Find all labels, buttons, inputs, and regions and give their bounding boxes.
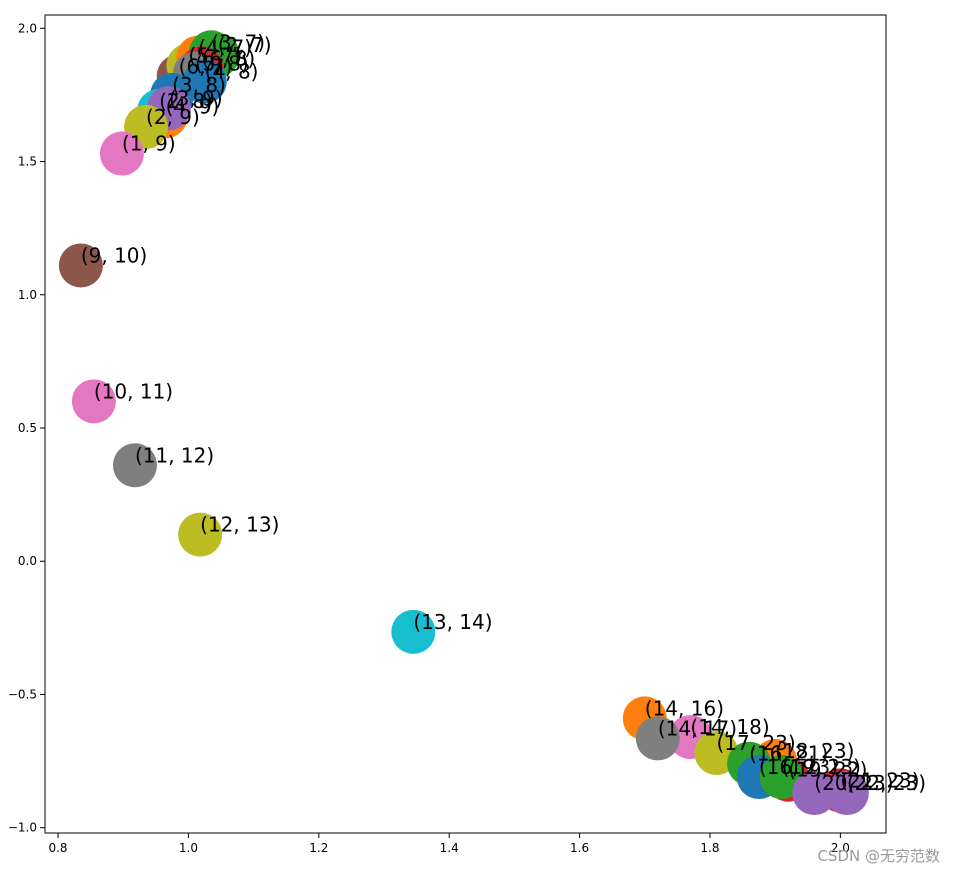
point-label: (2, 7) [218, 33, 272, 57]
point-label: (4, 7) [198, 36, 252, 60]
point-label: (19, 23) [782, 755, 861, 779]
point-label: (21, 23) [840, 768, 919, 792]
y-axis: −1.0 −0.5 0.0 0.5 1.0 1.5 2.0 [8, 21, 45, 835]
point-label: (6, 7) [179, 54, 233, 78]
scatter-point [112, 443, 157, 488]
x-tick-label: 1.8 [700, 841, 719, 855]
point-label: (1, 9) [122, 132, 176, 156]
point-label: (20, 23) [814, 771, 893, 795]
point-label: (19, 22) [788, 758, 867, 782]
scatter-point [824, 771, 869, 816]
y-tick-label: 1.0 [18, 288, 37, 302]
scatter-point [178, 512, 223, 557]
scatter-point [71, 379, 116, 424]
point-label: (3, 7) [211, 30, 265, 54]
y-tick-label: −0.5 [8, 687, 37, 701]
point-label: (12, 13) [200, 513, 279, 537]
x-tick-label: 1.6 [570, 841, 589, 855]
labels-layer: (6, 7)(5, 7)(4, 7)(3, 7)(2, 7)(6, 8)(5, … [81, 30, 926, 795]
point-label: (17, 23) [716, 731, 795, 755]
scatter-point [99, 131, 144, 176]
point-label: (10, 11) [94, 379, 173, 403]
scatter-point [635, 716, 680, 761]
watermark-text: CSDN @无穷范数 [817, 847, 940, 865]
point-label: (14, 18) [690, 715, 769, 739]
point-label: (16, 21) [749, 742, 828, 766]
scatter-point [792, 771, 837, 816]
point-label: (5, 7) [188, 44, 242, 68]
scatter-point [58, 243, 103, 288]
scatter-point [759, 755, 804, 800]
point-label: (16, 23) [759, 755, 838, 779]
plot-frame [44, 14, 887, 834]
y-tick-label: 0.5 [18, 421, 37, 435]
point-label: (4, 8) [205, 60, 259, 84]
x-tick-label: 1.2 [309, 841, 328, 855]
point-label: (5, 8) [195, 52, 249, 76]
point-label: (14, 16) [645, 696, 724, 720]
y-tick-label: 0.0 [18, 554, 37, 568]
point-label: (13, 14) [413, 610, 492, 634]
points-layer [58, 30, 869, 816]
x-tick-label: 1.0 [179, 841, 198, 855]
point-label: (18, 23) [775, 739, 854, 763]
point-label: (11, 12) [135, 443, 214, 467]
y-tick-label: −1.0 [8, 821, 37, 835]
x-axis: 0.8 1.0 1.2 1.4 1.6 1.8 2.0 [48, 833, 850, 855]
y-tick-label: 1.5 [18, 155, 37, 169]
point-label: (6, 8) [201, 46, 255, 70]
y-tick-label: 2.0 [18, 21, 37, 35]
point-label: (3, 9) [169, 86, 223, 110]
point-label: (14, 17) [658, 716, 737, 740]
x-tick-label: 1.4 [440, 841, 459, 855]
x-tick-label: 0.8 [48, 841, 67, 855]
point-label: (9, 10) [81, 243, 148, 267]
point-label: (4, 9) [166, 94, 220, 118]
x-tick-label: 2.0 [831, 841, 850, 855]
point-label: (3, 8) [172, 73, 226, 97]
point-label: (2, 8) [159, 89, 213, 113]
point-label: (2, 9) [146, 105, 200, 129]
scatter-point [391, 609, 436, 654]
